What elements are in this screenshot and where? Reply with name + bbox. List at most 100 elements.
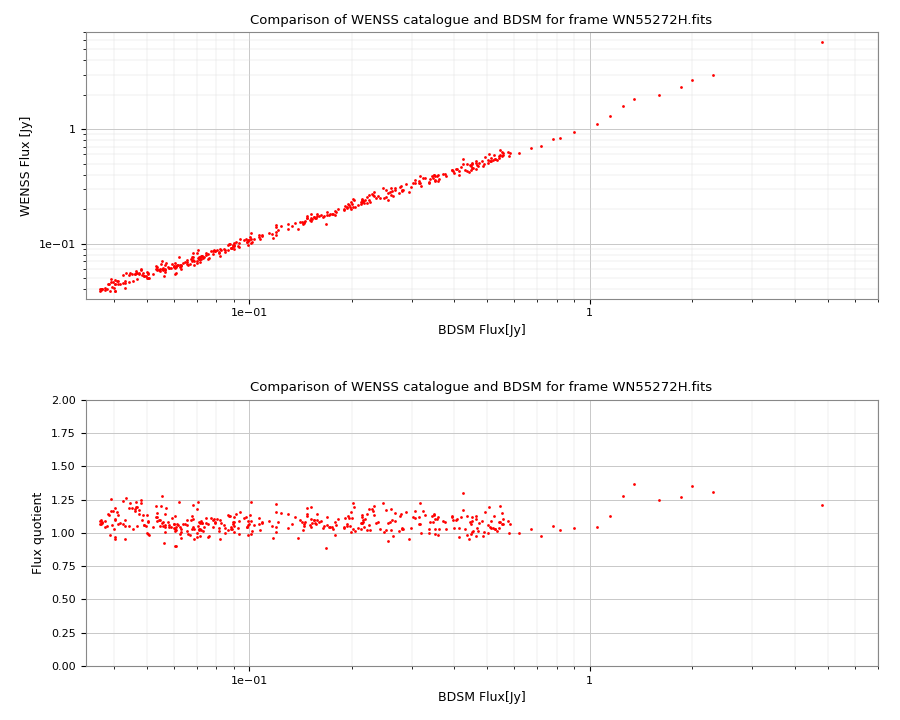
- Point: [301, 210, 315, 221]
- Point: [134, 495, 148, 506]
- Point: [460, 166, 474, 177]
- Point: [362, 503, 376, 515]
- Point: [241, 519, 256, 531]
- Point: [323, 209, 338, 220]
- Point: [362, 519, 376, 531]
- Point: [193, 531, 207, 542]
- Point: [184, 515, 198, 526]
- Point: [233, 233, 248, 245]
- Point: [131, 269, 146, 280]
- Point: [377, 192, 392, 204]
- Point: [108, 285, 122, 297]
- Point: [224, 242, 238, 253]
- Point: [297, 217, 311, 228]
- Point: [137, 270, 151, 282]
- Point: [212, 250, 227, 261]
- Point: [567, 522, 581, 534]
- Point: [356, 514, 371, 526]
- Point: [129, 269, 143, 280]
- Point: [469, 163, 483, 174]
- Point: [422, 527, 436, 539]
- Point: [554, 132, 568, 144]
- Point: [104, 493, 118, 505]
- Point: [157, 537, 171, 549]
- Point: [104, 285, 118, 297]
- Point: [482, 502, 496, 513]
- Point: [175, 523, 189, 535]
- Point: [118, 275, 132, 287]
- Point: [102, 279, 116, 290]
- Point: [405, 511, 419, 523]
- Point: [481, 158, 495, 169]
- Point: [454, 161, 468, 173]
- Point: [94, 517, 109, 528]
- Point: [197, 251, 211, 263]
- Point: [213, 518, 228, 529]
- Point: [247, 519, 261, 531]
- Point: [94, 514, 109, 526]
- Point: [153, 520, 167, 531]
- Point: [298, 517, 312, 528]
- Point: [422, 176, 436, 187]
- Point: [383, 516, 398, 527]
- Point: [135, 269, 149, 281]
- Point: [206, 522, 220, 534]
- Point: [208, 517, 222, 528]
- Point: [294, 516, 309, 528]
- Point: [199, 247, 213, 258]
- Point: [304, 513, 319, 525]
- Point: [474, 516, 489, 527]
- Point: [158, 508, 173, 519]
- Point: [218, 523, 232, 534]
- Point: [381, 518, 395, 529]
- Point: [387, 507, 401, 518]
- Point: [627, 93, 642, 104]
- Point: [183, 258, 197, 270]
- Point: [192, 253, 206, 265]
- Point: [168, 261, 183, 272]
- Point: [179, 256, 194, 267]
- Point: [204, 513, 219, 524]
- Point: [213, 515, 228, 526]
- Point: [465, 162, 480, 174]
- Point: [338, 200, 352, 212]
- Point: [93, 516, 107, 527]
- Point: [206, 246, 220, 257]
- Point: [281, 223, 295, 235]
- Point: [180, 259, 194, 271]
- Point: [186, 255, 201, 266]
- Point: [428, 528, 443, 540]
- Point: [146, 268, 160, 279]
- Point: [325, 521, 339, 533]
- Point: [118, 534, 132, 545]
- Point: [207, 245, 221, 256]
- Point: [428, 171, 442, 182]
- Point: [227, 516, 241, 528]
- Point: [281, 522, 295, 534]
- Point: [149, 511, 164, 523]
- Point: [199, 249, 213, 261]
- Point: [185, 255, 200, 266]
- Point: [326, 523, 340, 534]
- Point: [337, 204, 351, 215]
- Point: [173, 259, 187, 271]
- Point: [208, 246, 222, 257]
- Point: [310, 211, 324, 222]
- Point: [158, 264, 172, 276]
- Point: [428, 169, 442, 181]
- Point: [345, 198, 359, 210]
- Point: [408, 505, 422, 516]
- Point: [269, 521, 284, 533]
- Point: [456, 153, 471, 164]
- Point: [356, 516, 370, 528]
- Point: [445, 164, 459, 176]
- Point: [141, 528, 156, 540]
- Point: [192, 516, 206, 528]
- Point: [155, 517, 169, 528]
- Point: [150, 507, 165, 518]
- Point: [394, 180, 409, 192]
- Point: [477, 526, 491, 538]
- Point: [240, 239, 255, 251]
- Point: [310, 208, 325, 220]
- Point: [223, 523, 238, 535]
